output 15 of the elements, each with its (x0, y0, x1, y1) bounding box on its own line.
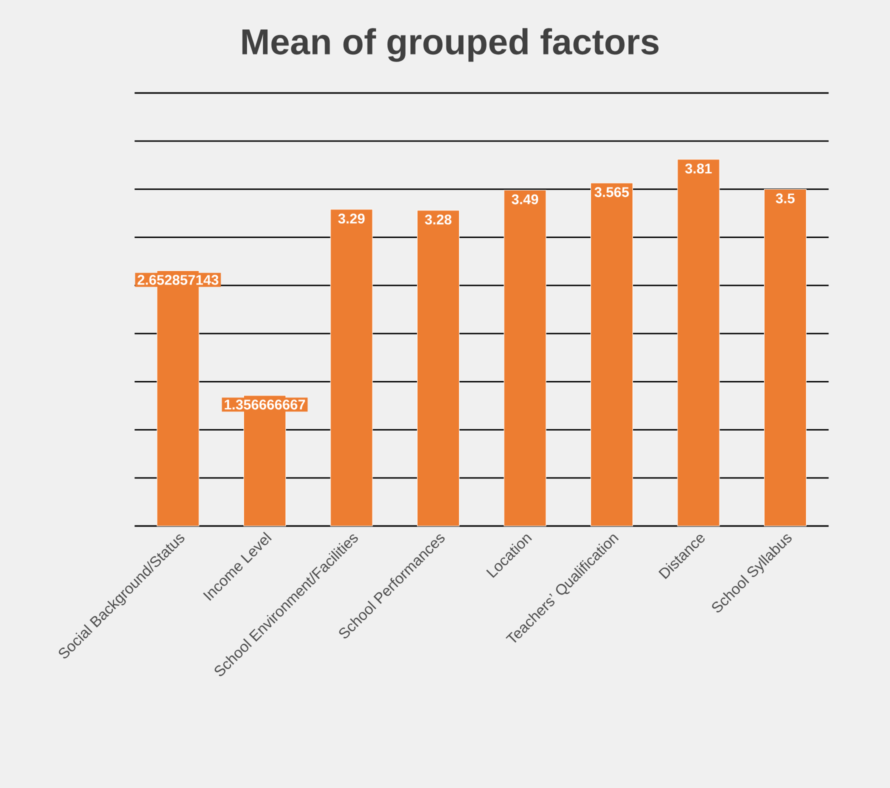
data-label: 3.29 (338, 214, 365, 224)
bar (417, 210, 460, 526)
data-label: 3.49 (512, 194, 538, 204)
bar (330, 209, 373, 526)
bar (590, 182, 634, 526)
data-label: 3.5 (776, 193, 795, 204)
bar (677, 159, 720, 526)
data-label: 1.356666667 (224, 400, 305, 410)
data-label: 3.565 (594, 187, 629, 198)
bar (504, 190, 546, 526)
chart-title: Mean of grouped factors (242, 28, 659, 62)
data-label: 3.81 (685, 164, 712, 174)
data-label: 2.652857143 (138, 274, 218, 285)
data-label: 3.28 (424, 214, 452, 225)
bar (764, 188, 807, 526)
